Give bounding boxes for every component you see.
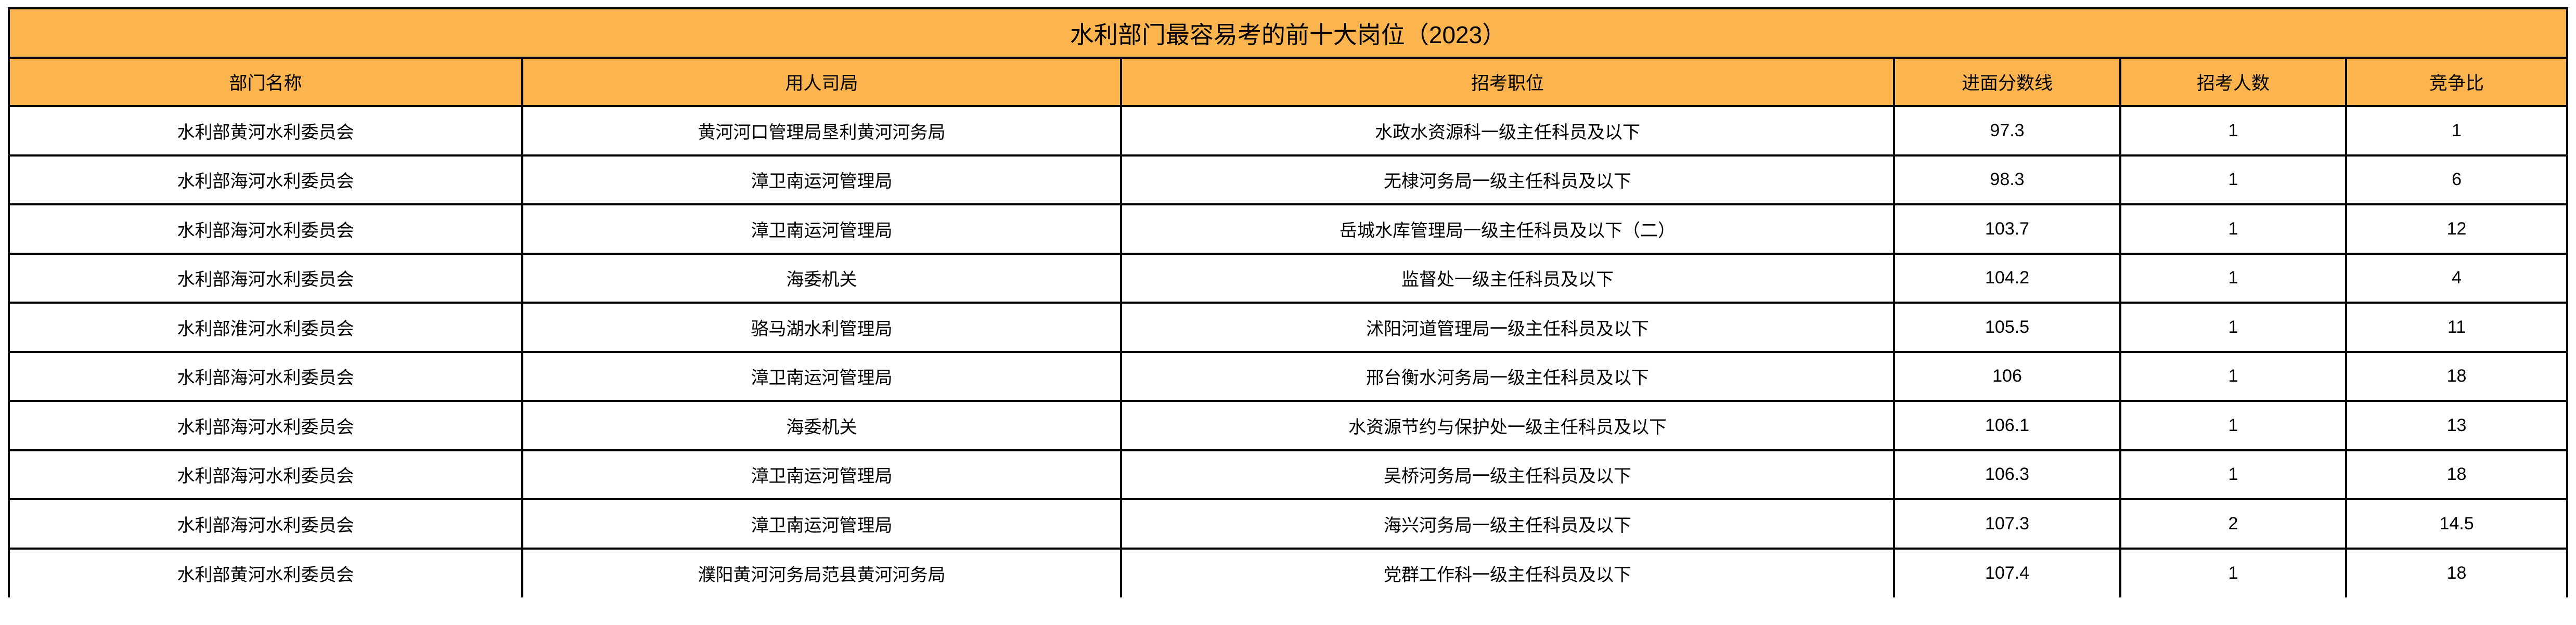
cell-bureau: 濮阳黄河河务局范县黄河河务局 xyxy=(521,547,1122,597)
spreadsheet-table-area: 水利部门最容易考的前十大岗位（2023） 部门名称 用人司局 招考职位 进面分数… xyxy=(7,7,2569,597)
cell-bureau: 海委机关 xyxy=(521,252,1122,304)
cell-score-line: 105.5 xyxy=(1893,302,2121,353)
cell-bureau: 漳卫南运河管理局 xyxy=(521,154,1122,205)
cell-ratio: 18 xyxy=(2345,547,2569,597)
cell-position: 吴桥河务局一级主任科员及以下 xyxy=(1120,449,1895,500)
table-header-row: 部门名称 用人司局 招考职位 进面分数线 招考人数 竞争比 xyxy=(8,57,2569,107)
cell-department: 水利部海河水利委员会 xyxy=(8,498,523,550)
cell-department: 水利部海河水利委员会 xyxy=(8,154,523,205)
cell-score-line: 106 xyxy=(1893,350,2121,402)
column-header-score-line: 进面分数线 xyxy=(1893,57,2121,107)
cell-recruit-count: 1 xyxy=(2119,105,2347,157)
cell-score-line: 104.2 xyxy=(1893,252,2121,304)
cell-recruit-count: 1 xyxy=(2119,203,2347,255)
cell-position: 监督处一级主任科员及以下 xyxy=(1120,252,1895,304)
cell-recruit-count: 1 xyxy=(2119,252,2347,304)
cell-department: 水利部黄河水利委员会 xyxy=(8,105,523,157)
cell-position: 海兴河务局一级主任科员及以下 xyxy=(1120,498,1895,550)
cell-score-line: 106.1 xyxy=(1893,400,2121,451)
cell-recruit-count: 1 xyxy=(2119,350,2347,402)
cell-score-line: 107.4 xyxy=(1893,547,2121,597)
table-row: 水利部海河水利委员会 海委机关 水资源节约与保护处一级主任科员及以下 106.1 1 13 xyxy=(8,400,2569,451)
cell-position: 党群工作科一级主任科员及以下 xyxy=(1120,547,1895,597)
positions-table: 水利部门最容易考的前十大岗位（2023） 部门名称 用人司局 招考职位 进面分数… xyxy=(7,7,2569,597)
cell-department: 水利部海河水利委员会 xyxy=(8,400,523,451)
cell-score-line: 103.7 xyxy=(1893,203,2121,255)
cell-score-line: 98.3 xyxy=(1893,154,2121,205)
cell-department: 水利部海河水利委员会 xyxy=(8,449,523,500)
table-row: 水利部海河水利委员会 漳卫南运河管理局 海兴河务局一级主任科员及以下 107.3 2 14… xyxy=(8,498,2569,550)
cell-department: 水利部淮河水利委员会 xyxy=(8,302,523,353)
column-header-bureau: 用人司局 xyxy=(521,57,1122,107)
cell-score-line: 97.3 xyxy=(1893,105,2121,157)
cell-ratio: 11 xyxy=(2345,302,2569,353)
table-row: 水利部海河水利委员会 漳卫南运河管理局 邢台衡水河务局一级主任科员及以下 106 1 18 xyxy=(8,350,2569,402)
cell-bureau: 漳卫南运河管理局 xyxy=(521,498,1122,550)
cell-recruit-count: 1 xyxy=(2119,400,2347,451)
table-row: 水利部黄河水利委员会 濮阳黄河河务局范县黄河河务局 党群工作科一级主任科员及以下 10… xyxy=(8,547,2569,597)
cell-bureau: 漳卫南运河管理局 xyxy=(521,203,1122,255)
cell-position: 水政水资源科一级主任科员及以下 xyxy=(1120,105,1895,157)
cell-position: 沭阳河道管理局一级主任科员及以下 xyxy=(1120,302,1895,353)
cell-ratio: 4 xyxy=(2345,252,2569,304)
column-header-ratio: 竞争比 xyxy=(2345,57,2569,107)
cell-ratio: 6 xyxy=(2345,154,2569,205)
cell-bureau: 海委机关 xyxy=(521,400,1122,451)
cell-score-line: 107.3 xyxy=(1893,498,2121,550)
table-title: 水利部门最容易考的前十大岗位（2023） xyxy=(7,7,2569,59)
cell-bureau: 漳卫南运河管理局 xyxy=(521,449,1122,500)
cell-department: 水利部黄河水利委员会 xyxy=(8,547,523,597)
column-header-department: 部门名称 xyxy=(8,57,523,107)
cell-recruit-count: 1 xyxy=(2119,449,2347,500)
cell-position: 岳城水库管理局一级主任科员及以下（二） xyxy=(1120,203,1895,255)
cell-bureau: 漳卫南运河管理局 xyxy=(521,350,1122,402)
table-row: 水利部海河水利委员会 海委机关 监督处一级主任科员及以下 104.2 1 4 xyxy=(8,252,2569,304)
cell-ratio: 18 xyxy=(2345,449,2569,500)
cell-ratio: 1 xyxy=(2345,105,2569,157)
cell-position: 邢台衡水河务局一级主任科员及以下 xyxy=(1120,350,1895,402)
table-body: 水利部黄河水利委员会 黄河河口管理局垦利黄河河务局 水政水资源科一级主任科员及以下 9… xyxy=(8,105,2569,597)
table-row: 水利部海河水利委员会 漳卫南运河管理局 岳城水库管理局一级主任科员及以下（二） 103… xyxy=(8,203,2569,255)
cell-ratio: 14.5 xyxy=(2345,498,2569,550)
cell-department: 水利部海河水利委员会 xyxy=(8,252,523,304)
table-row: 水利部黄河水利委员会 黄河河口管理局垦利黄河河务局 水政水资源科一级主任科员及以下 9… xyxy=(8,105,2569,157)
column-header-position: 招考职位 xyxy=(1120,57,1895,107)
table-row: 水利部海河水利委员会 漳卫南运河管理局 吴桥河务局一级主任科员及以下 106.3 1 18 xyxy=(8,449,2569,500)
cell-recruit-count: 1 xyxy=(2119,302,2347,353)
cell-recruit-count: 1 xyxy=(2119,547,2347,597)
cell-recruit-count: 1 xyxy=(2119,154,2347,205)
cell-department: 水利部海河水利委员会 xyxy=(8,203,523,255)
cell-ratio: 18 xyxy=(2345,350,2569,402)
cell-ratio: 13 xyxy=(2345,400,2569,451)
cell-position: 水资源节约与保护处一级主任科员及以下 xyxy=(1120,400,1895,451)
cell-recruit-count: 2 xyxy=(2119,498,2347,550)
cell-score-line: 106.3 xyxy=(1893,449,2121,500)
cell-position: 无棣河务局一级主任科员及以下 xyxy=(1120,154,1895,205)
column-header-recruit-count: 招考人数 xyxy=(2119,57,2347,107)
table-row: 水利部海河水利委员会 漳卫南运河管理局 无棣河务局一级主任科员及以下 98.3 1 6 xyxy=(8,154,2569,205)
cell-department: 水利部海河水利委员会 xyxy=(8,350,523,402)
table-row: 水利部淮河水利委员会 骆马湖水利管理局 沭阳河道管理局一级主任科员及以下 105.5 1… xyxy=(8,302,2569,353)
cell-ratio: 12 xyxy=(2345,203,2569,255)
cell-bureau: 骆马湖水利管理局 xyxy=(521,302,1122,353)
table-title-row: 水利部门最容易考的前十大岗位（2023） xyxy=(7,7,2569,59)
cell-bureau: 黄河河口管理局垦利黄河河务局 xyxy=(521,105,1122,157)
